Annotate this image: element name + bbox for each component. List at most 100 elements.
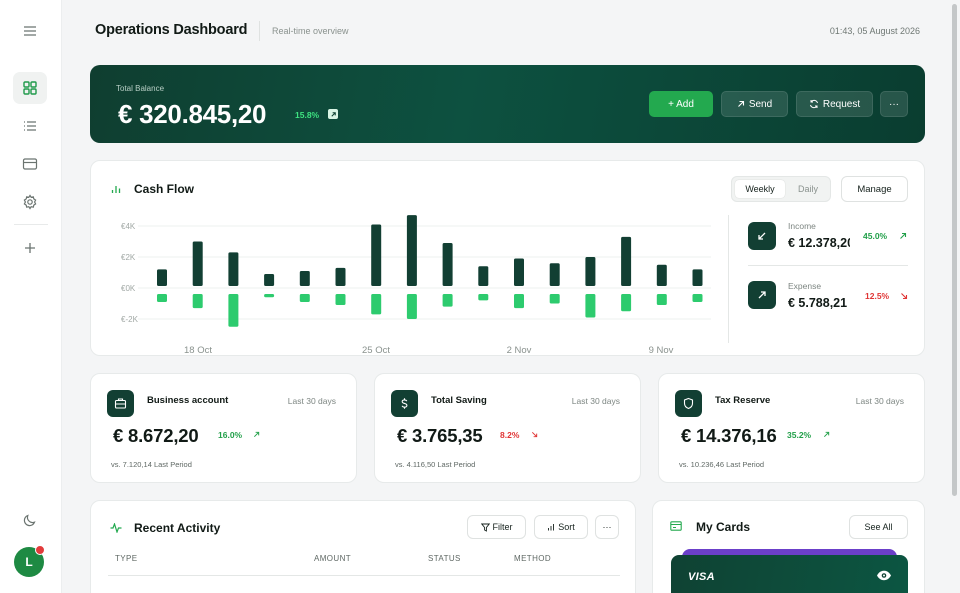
income-bar[interactable] (335, 267, 346, 286)
expense-bar[interactable] (656, 294, 667, 306)
sidebar-item-cards[interactable] (13, 148, 47, 180)
balance-label: Total Balance (116, 84, 165, 93)
expense-bar[interactable] (478, 294, 489, 301)
filter-icon (480, 523, 490, 532)
sidebar-divider (14, 224, 48, 225)
expense-bar[interactable] (442, 294, 453, 307)
gear-icon (23, 194, 37, 210)
stat-card-saving[interactable]: Total Saving Last 30 days € 3.765,35 8.2… (374, 373, 641, 483)
income-bar[interactable] (692, 269, 703, 286)
theme-toggle-button[interactable] (13, 504, 47, 536)
income-bar[interactable] (514, 258, 524, 286)
expense-bar[interactable] (299, 294, 310, 302)
balance-change: 15.8% (295, 110, 320, 120)
stat-card-tax[interactable]: Tax Reserve Last 30 days € 14.376,16 35.… (658, 373, 925, 483)
stat-value: € 14.376,16 (681, 425, 777, 446)
activity-more-button[interactable]: ··· (595, 515, 619, 539)
expense-bar[interactable] (549, 294, 560, 304)
column-header-type[interactable]: TYPE (115, 554, 138, 563)
expense-change: 12.5% (865, 291, 890, 301)
list-icon (24, 121, 36, 131)
send-button[interactable]: Send (721, 91, 788, 117)
column-header-status[interactable]: STATUS (428, 554, 461, 563)
income-icon-box (748, 222, 776, 250)
request-button-label: Request (822, 98, 861, 110)
stat-period: Last 30 days (855, 396, 904, 406)
filter-label: Filter (492, 522, 513, 532)
expense-bar[interactable] (692, 294, 703, 302)
metric-divider (748, 265, 908, 266)
y-tick-label: €0K (121, 284, 136, 293)
expense-bar[interactable] (621, 294, 632, 312)
arrow-up-right-icon (823, 431, 830, 438)
expense-bar[interactable] (264, 294, 275, 298)
sidebar-item-list[interactable] (13, 110, 47, 142)
add-button-label: + Add (668, 98, 694, 110)
request-button[interactable]: Request (796, 91, 873, 117)
expense-bar[interactable] (228, 294, 239, 327)
expense-bar[interactable] (514, 294, 524, 309)
sidebar-item-dashboard[interactable] (13, 72, 47, 104)
arrow-down-right-icon (901, 293, 908, 300)
income-bar[interactable] (442, 243, 453, 286)
toggle-daily[interactable]: Daily (797, 184, 818, 194)
expense-bar[interactable] (335, 294, 346, 306)
income-bar[interactable] (656, 264, 667, 286)
column-header-amount[interactable]: AMOUNT (314, 554, 352, 563)
income-bar[interactable] (585, 257, 596, 286)
income-label: Income (788, 221, 816, 231)
payment-card[interactable]: VISA (671, 555, 908, 593)
column-header-method[interactable]: METHOD (514, 554, 552, 563)
expense-bar[interactable] (406, 294, 417, 319)
arrow-down-right-icon (531, 431, 538, 438)
refresh-icon (809, 99, 818, 109)
expense-bar[interactable] (157, 294, 167, 302)
my-cards-card: My Cards See All VISA (652, 500, 925, 593)
sort-button[interactable]: Sort (534, 515, 588, 539)
see-all-button[interactable]: See All (849, 515, 908, 539)
income-bar[interactable] (406, 215, 417, 286)
stat-card-business[interactable]: Business account Last 30 days € 8.672,20… (90, 373, 357, 483)
income-bar[interactable] (299, 270, 310, 286)
add-button[interactable]: + Add (649, 91, 713, 117)
expense-bar[interactable] (371, 294, 382, 315)
page-title: Operations Dashboard (95, 22, 248, 38)
stat-change: 16.0% (218, 430, 243, 440)
arrow-down-left-icon (758, 232, 766, 240)
period-toggle: Weekly Daily (731, 176, 831, 202)
expense-bar[interactable] (585, 294, 596, 318)
income-bar[interactable] (157, 269, 167, 286)
income-bar[interactable] (371, 224, 382, 286)
menu-button[interactable] (13, 15, 47, 47)
manage-button[interactable]: Manage (841, 176, 908, 202)
moon-icon (23, 514, 36, 527)
sidebar-item-settings[interactable] (13, 186, 47, 218)
more-button[interactable]: ··· (880, 91, 908, 117)
stat-title: Total Saving (431, 395, 487, 406)
more-icon: ··· (889, 98, 899, 110)
expense-bar[interactable] (192, 294, 203, 309)
income-bar[interactable] (264, 274, 275, 286)
income-bar[interactable] (228, 252, 239, 286)
filter-button[interactable]: Filter (467, 515, 526, 539)
sort-label: Sort (558, 522, 575, 532)
recent-activity-title: Recent Activity (134, 521, 221, 535)
stat-period: Last 30 days (571, 396, 620, 406)
income-bar[interactable] (478, 266, 489, 286)
y-tick-label: €2K (121, 253, 136, 262)
table-header-divider (108, 575, 620, 576)
cash-flow-title: Cash Flow (134, 182, 195, 196)
income-bar[interactable] (621, 236, 632, 286)
sidebar: L (0, 0, 62, 593)
sidebar-add-button[interactable] (13, 232, 47, 264)
header-datetime: 01:43, 05 August 2026 (829, 26, 920, 36)
toggle-weekly[interactable]: Weekly (735, 180, 785, 198)
income-bar[interactable] (192, 241, 203, 287)
eye-icon[interactable] (876, 570, 892, 581)
stat-title: Business account (147, 395, 229, 406)
income-bar[interactable] (549, 263, 560, 286)
scrollbar-thumb[interactable] (952, 4, 957, 496)
stat-comparison: vs. 7.120,14 Last Period (111, 460, 192, 469)
y-tick-label: €4K (121, 222, 136, 231)
stat-comparison: vs. 4.116,50 Last Period (395, 460, 476, 469)
